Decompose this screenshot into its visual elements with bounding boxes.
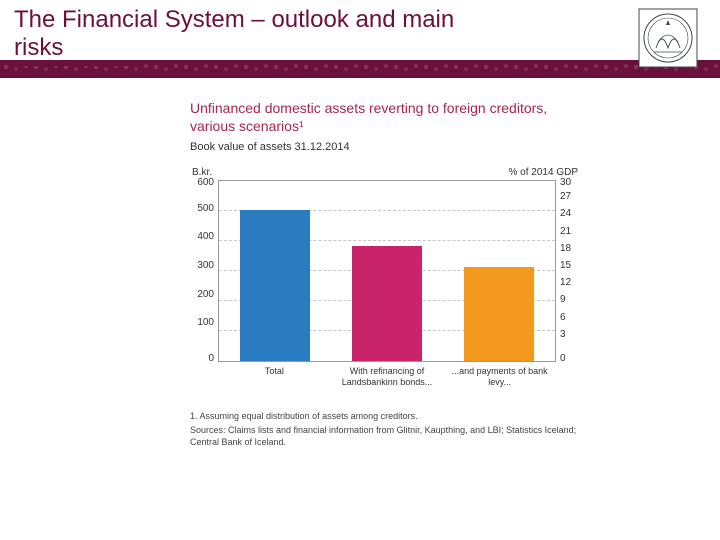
y-left-tick: 200 xyxy=(190,290,214,300)
y-right-tick: 9 xyxy=(560,295,580,305)
y-left-tick: 0 xyxy=(190,354,214,364)
y-right-tick: 21 xyxy=(560,227,580,237)
chart-footnote: 1. Assuming equal distribution of assets… xyxy=(190,410,580,422)
chart-title: Unfinanced domestic assets reverting to … xyxy=(190,100,580,135)
y-left-tick: 400 xyxy=(190,232,214,242)
y-right-tick: 12 xyxy=(560,278,580,288)
y-left-tick: 500 xyxy=(190,204,214,214)
org-seal-icon xyxy=(638,8,698,68)
y-right-tick: 3 xyxy=(560,330,580,340)
category-labels: TotalWith refinancing of Landsbankinn bo… xyxy=(218,366,556,388)
chart-subtitle: Book value of assets 31.12.2014 xyxy=(190,141,580,153)
category-label: With refinancing of Landsbankinn bonds..… xyxy=(331,366,444,388)
y-left-tick: 600 xyxy=(190,178,214,188)
y-right-tick: 0 xyxy=(560,354,580,364)
y-left-tick: 100 xyxy=(190,318,214,328)
y-right-tick: 18 xyxy=(560,244,580,254)
bar xyxy=(240,210,309,362)
chart-sources: Sources: Claims lists and financial info… xyxy=(190,424,580,448)
page-title: The Financial System – outlook and main … xyxy=(0,0,470,61)
bar xyxy=(464,267,533,362)
bar xyxy=(352,246,421,362)
y-right-ticks: 302724211815129630 xyxy=(556,180,580,362)
y-right-tick: 15 xyxy=(560,261,580,271)
y-right-tick: 30 xyxy=(560,178,580,188)
category-label: ...and payments of bank levy... xyxy=(443,366,556,388)
chart-figure: Unfinanced domestic assets reverting to … xyxy=(190,100,580,448)
plot-area xyxy=(218,180,556,362)
y-left-tick: 300 xyxy=(190,261,214,271)
y-right-tick: 6 xyxy=(560,313,580,323)
y-right-tick: 24 xyxy=(560,209,580,219)
category-label: Total xyxy=(218,366,331,388)
header-band xyxy=(0,60,720,78)
y-right-tick: 27 xyxy=(560,192,580,202)
y-left-ticks: 600 500 400 300 200 100 0 xyxy=(190,180,218,362)
title-underline xyxy=(14,64,144,66)
